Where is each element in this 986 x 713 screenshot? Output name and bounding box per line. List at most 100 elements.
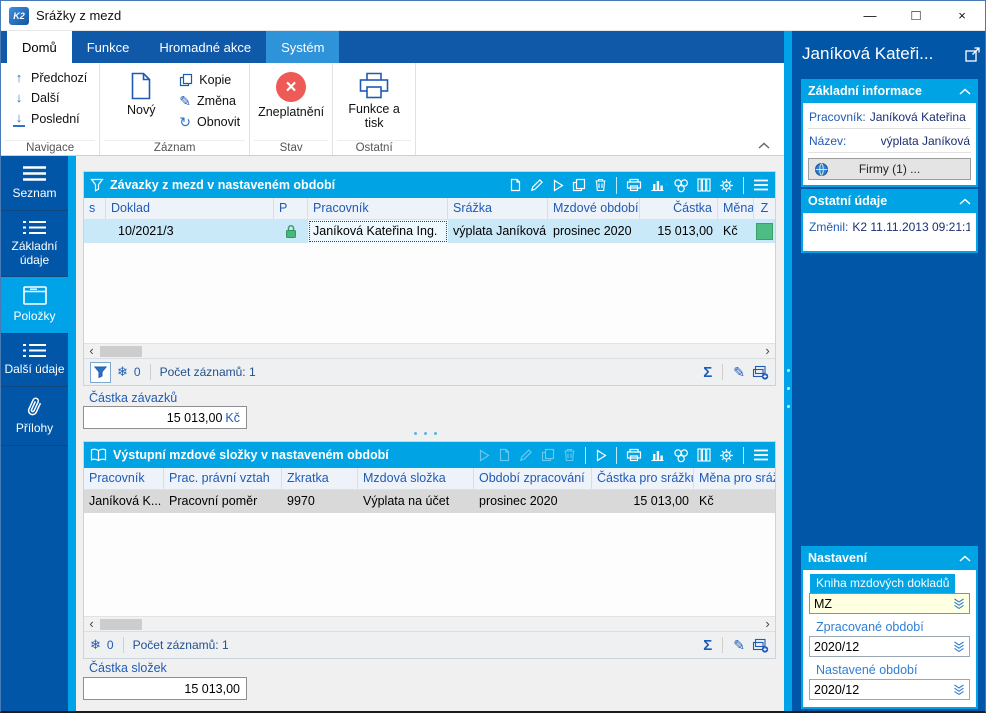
- cell-s[interactable]: [84, 220, 106, 243]
- filter-icon[interactable]: [90, 178, 104, 192]
- cell-srazka[interactable]: výplata Janíková: [453, 224, 547, 238]
- cell-lock[interactable]: [274, 220, 308, 243]
- invalidate-button[interactable]: × Zneplatnění: [258, 67, 324, 137]
- column-header-zkratka[interactable]: Zkratka: [282, 468, 358, 489]
- scrollbar-thumb[interactable]: [100, 346, 142, 357]
- last-record-button[interactable]: ↓ Poslední: [10, 111, 90, 127]
- zpracovane-dropdown[interactable]: 2020/12: [809, 636, 970, 657]
- sum-sigma-icon[interactable]: Σ: [703, 363, 713, 381]
- scroll-left-arrow[interactable]: ‹: [89, 616, 94, 631]
- cell-pracovnik[interactable]: Janíková Kateřina Ing.: [308, 220, 448, 243]
- sidebar-item-polozky[interactable]: Položky: [1, 277, 68, 335]
- print-icon[interactable]: [626, 448, 642, 462]
- columns-icon[interactable]: [697, 178, 711, 192]
- column-header-p[interactable]: P: [274, 198, 308, 219]
- cell-zkratka[interactable]: 9970: [287, 494, 315, 508]
- collapse-chevron-icon[interactable]: [959, 87, 971, 95]
- minimize-button[interactable]: —: [863, 8, 877, 23]
- next-record-button[interactable]: ↓ Další: [10, 91, 90, 106]
- column-header-mena[interactable]: Měna: [718, 198, 754, 219]
- run-play-icon[interactable]: [552, 178, 564, 192]
- refresh-record-button[interactable]: ↻ Obnovit: [179, 115, 240, 129]
- column-header-vztah[interactable]: Prac. právní vztah: [164, 468, 282, 489]
- ribbon-collapse-chevron-icon[interactable]: [758, 142, 770, 149]
- chart-icon[interactable]: [650, 448, 665, 462]
- previous-record-button[interactable]: ↑ Předchozí: [10, 71, 90, 86]
- gears-icon[interactable]: [673, 448, 689, 463]
- frozen-records-icon[interactable]: ❄: [90, 637, 101, 652]
- frozen-records-icon[interactable]: ❄: [117, 364, 128, 379]
- quick-edit-icon[interactable]: ✎: [733, 636, 745, 653]
- columns-icon[interactable]: [697, 448, 711, 462]
- cell-vztah[interactable]: Pracovní poměr: [169, 494, 258, 508]
- new-record-button[interactable]: Nový: [109, 67, 173, 137]
- cell-castka[interactable]: 15 013,00: [657, 224, 713, 238]
- tab-system[interactable]: Systém: [266, 31, 340, 63]
- tab-funkce[interactable]: Funkce: [86, 39, 130, 55]
- column-header-obdobi-zpracovani[interactable]: Období zpracování: [474, 468, 592, 489]
- cell-obdobi[interactable]: prosinec 2020: [479, 494, 558, 508]
- gears-icon[interactable]: [673, 178, 689, 193]
- obligations-sum-field[interactable]: 15 013,00 Kč: [83, 406, 247, 429]
- components-sum-field[interactable]: 15 013,00: [83, 677, 247, 700]
- print-icon[interactable]: [626, 178, 642, 192]
- column-header-mzdove-obdobi[interactable]: Mzdové období: [548, 198, 640, 219]
- horizontal-scrollbar[interactable]: ‹ ›: [84, 343, 775, 358]
- nastavene-dropdown[interactable]: 2020/12: [809, 679, 970, 700]
- cell-doklad[interactable]: 10/2021/3: [118, 224, 174, 238]
- sum-sigma-icon[interactable]: Σ: [703, 636, 713, 654]
- chart-icon[interactable]: [650, 178, 665, 192]
- horizontal-scrollbar[interactable]: ‹ ›: [84, 616, 775, 631]
- settings-gear-icon[interactable]: [719, 178, 734, 193]
- new-document-icon[interactable]: [509, 178, 522, 192]
- column-header-mena-pro-srazku[interactable]: Měna pro srážku n: [699, 471, 775, 485]
- column-header-castka[interactable]: Částka: [640, 198, 718, 219]
- scroll-left-arrow[interactable]: ‹: [89, 343, 94, 358]
- column-header-srazka[interactable]: Srážka: [448, 198, 548, 219]
- obligation-table-row[interactable]: 10/2021/3 Janíková Kateřina Ing. výplata…: [84, 220, 775, 243]
- edit-pencil-icon[interactable]: [530, 178, 544, 192]
- collapse-chevron-icon[interactable]: [959, 197, 971, 205]
- component-table-row[interactable]: Janíková K... Pracovní poměr 9970 Výplat…: [84, 490, 775, 513]
- quick-edit-icon[interactable]: ✎: [733, 363, 745, 380]
- cell-mzdove-obdobi[interactable]: prosinec 2020: [553, 224, 632, 238]
- copy-icon[interactable]: [572, 178, 586, 192]
- copy-record-button[interactable]: Kopie: [179, 73, 240, 87]
- scrollbar-thumb[interactable]: [100, 619, 142, 630]
- open-external-icon[interactable]: [964, 46, 981, 63]
- cell-slozka[interactable]: Výplata na účet: [363, 494, 450, 508]
- column-header-doklad[interactable]: Doklad: [106, 198, 274, 219]
- sidebar-item-zakladni-udaje[interactable]: Základní údaje: [1, 211, 68, 278]
- column-header-z[interactable]: Z: [760, 201, 769, 215]
- scroll-right-arrow[interactable]: ›: [765, 616, 770, 631]
- tab-domu[interactable]: Domů: [7, 31, 72, 63]
- add-view-icon[interactable]: [752, 638, 769, 653]
- scroll-right-arrow[interactable]: ›: [765, 343, 770, 358]
- tab-hromadne-akce[interactable]: Hromadné akce: [159, 39, 252, 55]
- filter-toggle-button[interactable]: [90, 361, 111, 383]
- settings-gear-icon[interactable]: [719, 448, 734, 463]
- functions-print-button[interactable]: Funkce a tisk: [342, 67, 406, 137]
- sidebar-item-seznam[interactable]: Seznam: [1, 156, 68, 211]
- sidebar-item-dalsi-udaje[interactable]: Další údaje: [1, 334, 68, 387]
- menu-hamburger-icon[interactable]: [753, 179, 769, 191]
- horizontal-splitter[interactable]: [414, 432, 437, 435]
- column-header-s[interactable]: s: [84, 198, 106, 219]
- edit-record-button[interactable]: ✎ Změna: [179, 94, 240, 108]
- cell-castka[interactable]: 15 013,00: [633, 494, 689, 508]
- firmy-button[interactable]: Firmy (1) ...: [808, 158, 971, 180]
- kniha-dropdown[interactable]: MZ: [809, 593, 970, 614]
- column-header-pracovnik[interactable]: Pracovník: [84, 468, 164, 489]
- add-view-icon[interactable]: [752, 365, 769, 380]
- delete-trash-icon[interactable]: [594, 178, 607, 192]
- maximize-button[interactable]: □: [911, 7, 921, 24]
- column-header-slozka[interactable]: Mzdová složka: [358, 468, 474, 489]
- cell-mena[interactable]: Kč: [723, 224, 738, 238]
- column-header-pracovnik[interactable]: Pracovník: [308, 198, 448, 219]
- cell-pracovnik[interactable]: Janíková K...: [89, 494, 162, 508]
- sidebar-item-prilohy[interactable]: Přílohy: [1, 387, 68, 446]
- cell-mena[interactable]: Kč: [699, 494, 714, 508]
- collapse-chevron-icon[interactable]: [959, 554, 971, 562]
- run-play-icon[interactable]: [595, 448, 607, 462]
- close-button[interactable]: ×: [958, 8, 966, 23]
